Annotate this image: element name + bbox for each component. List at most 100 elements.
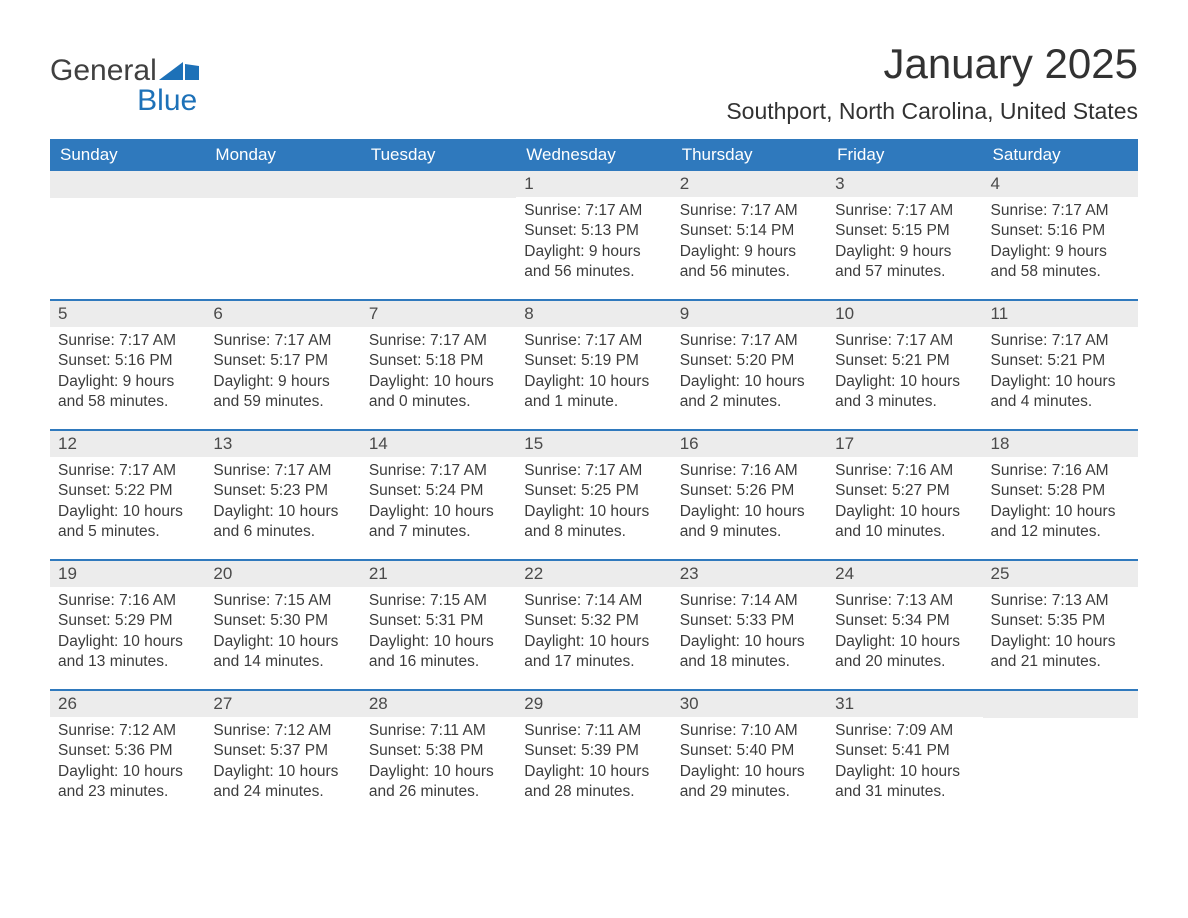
sunset-line: Sunset: 5:17 PM — [213, 351, 352, 371]
day-details: Sunrise: 7:17 AMSunset: 5:22 PMDaylight:… — [50, 457, 205, 551]
calendar-cell: 9Sunrise: 7:17 AMSunset: 5:20 PMDaylight… — [672, 301, 827, 429]
header: General Blue January 2025 Southport, Nor… — [50, 40, 1138, 125]
daylight-line: Daylight: 9 hours and 57 minutes. — [835, 242, 974, 283]
calendar-week: 5Sunrise: 7:17 AMSunset: 5:16 PMDaylight… — [50, 301, 1138, 429]
calendar-cell: 29Sunrise: 7:11 AMSunset: 5:39 PMDayligh… — [516, 691, 671, 819]
calendar-cell: 21Sunrise: 7:15 AMSunset: 5:31 PMDayligh… — [361, 561, 516, 689]
day-number: 5 — [50, 301, 205, 327]
empty-day — [983, 691, 1138, 718]
day-number: 14 — [361, 431, 516, 457]
sunrise-line: Sunrise: 7:17 AM — [369, 331, 508, 351]
calendar-cell: 17Sunrise: 7:16 AMSunset: 5:27 PMDayligh… — [827, 431, 982, 559]
sunset-line: Sunset: 5:14 PM — [680, 221, 819, 241]
sunset-line: Sunset: 5:19 PM — [524, 351, 663, 371]
day-number: 30 — [672, 691, 827, 717]
calendar-cell: 18Sunrise: 7:16 AMSunset: 5:28 PMDayligh… — [983, 431, 1138, 559]
weekday-header: Monday — [205, 139, 360, 171]
sunset-line: Sunset: 5:34 PM — [835, 611, 974, 631]
day-details: Sunrise: 7:11 AMSunset: 5:39 PMDaylight:… — [516, 717, 671, 811]
sunset-line: Sunset: 5:22 PM — [58, 481, 197, 501]
day-number: 2 — [672, 171, 827, 197]
day-number: 11 — [983, 301, 1138, 327]
sunrise-line: Sunrise: 7:13 AM — [991, 591, 1130, 611]
empty-day — [205, 171, 360, 198]
day-number: 9 — [672, 301, 827, 327]
sunrise-line: Sunrise: 7:11 AM — [369, 721, 508, 741]
day-details: Sunrise: 7:17 AMSunset: 5:23 PMDaylight:… — [205, 457, 360, 551]
day-number: 1 — [516, 171, 671, 197]
day-number: 23 — [672, 561, 827, 587]
day-details: Sunrise: 7:16 AMSunset: 5:29 PMDaylight:… — [50, 587, 205, 681]
day-number: 15 — [516, 431, 671, 457]
day-details: Sunrise: 7:13 AMSunset: 5:34 PMDaylight:… — [827, 587, 982, 681]
calendar-week: 1 Sunrise: 7:17 AM Sunset: 5:13 PM Daylight… — [50, 171, 1138, 299]
day-details: Sunrise: 7:17 AMSunset: 5:16 PMDaylight:… — [983, 197, 1138, 291]
page: General Blue January 2025 Southport, Nor… — [0, 0, 1188, 879]
sunset-line: Sunset: 5:41 PM — [835, 741, 974, 761]
empty-day — [50, 171, 205, 198]
calendar-cell: 2Sunrise: 7:17 AMSunset: 5:14 PMDaylight… — [672, 171, 827, 299]
daylight-line: Daylight: 10 hours and 8 minutes. — [524, 502, 663, 543]
calendar-week: 26Sunrise: 7:12 AMSunset: 5:36 PMDayligh… — [50, 691, 1138, 819]
day-details: Sunrise: 7:17 AMSunset: 5:18 PMDaylight:… — [361, 327, 516, 421]
sunrise-line: Sunrise: 7:17 AM — [991, 331, 1130, 351]
daylight-line: Daylight: 9 hours and 59 minutes. — [213, 372, 352, 413]
daylight-line: Daylight: 10 hours and 29 minutes. — [680, 762, 819, 803]
logo-flag-icon — [159, 58, 199, 80]
calendar-table: SundayMondayTuesdayWednesdayThursdayFrid… — [50, 139, 1138, 819]
daylight-line: Daylight: 10 hours and 21 minutes. — [991, 632, 1130, 673]
daylight-line: Daylight: 10 hours and 26 minutes. — [369, 762, 508, 803]
sunrise-line: Sunrise: 7:17 AM — [680, 331, 819, 351]
day-number: 26 — [50, 691, 205, 717]
day-number: 13 — [205, 431, 360, 457]
sunrise-line: Sunrise: 7:17 AM — [835, 331, 974, 351]
logo-word-general: General — [50, 54, 157, 87]
sunrise-line: Sunrise: 7:17 AM — [369, 461, 508, 481]
daylight-line: Daylight: 10 hours and 13 minutes. — [58, 632, 197, 673]
sunset-line: Sunset: 5:18 PM — [369, 351, 508, 371]
day-number: 25 — [983, 561, 1138, 587]
sunset-line: Sunset: 5:15 PM — [835, 221, 974, 241]
logo-word-blue: Blue — [50, 86, 197, 116]
calendar-body: 1 Sunrise: 7:17 AM Sunset: 5:13 PM Daylight… — [50, 171, 1138, 819]
sunset-line: Sunset: 5:13 PM — [524, 221, 663, 241]
daylight-line: Daylight: 10 hours and 5 minutes. — [58, 502, 197, 543]
calendar-cell: 13Sunrise: 7:17 AMSunset: 5:23 PMDayligh… — [205, 431, 360, 559]
day-number: 4 — [983, 171, 1138, 197]
calendar-cell: 6Sunrise: 7:17 AMSunset: 5:17 PMDaylight… — [205, 301, 360, 429]
day-number: 24 — [827, 561, 982, 587]
sunrise-line: Sunrise: 7:17 AM — [58, 331, 197, 351]
weekday-header: Tuesday — [361, 139, 516, 171]
day-details: Sunrise: 7:16 AMSunset: 5:27 PMDaylight:… — [827, 457, 982, 551]
calendar-cell: 10Sunrise: 7:17 AMSunset: 5:21 PMDayligh… — [827, 301, 982, 429]
sunrise-line: Sunrise: 7:13 AM — [835, 591, 974, 611]
day-details: Sunrise: 7:17 AMSunset: 5:20 PMDaylight:… — [672, 327, 827, 421]
calendar-cell: 31Sunrise: 7:09 AMSunset: 5:41 PMDayligh… — [827, 691, 982, 819]
calendar-cell — [50, 171, 205, 299]
day-details: Sunrise: 7:17 AMSunset: 5:24 PMDaylight:… — [361, 457, 516, 551]
sunset-line: Sunset: 5:31 PM — [369, 611, 508, 631]
sunrise-line: Sunrise: 7:17 AM — [213, 331, 352, 351]
sunrise-line: Sunrise: 7:16 AM — [58, 591, 197, 611]
daylight-line: Daylight: 10 hours and 7 minutes. — [369, 502, 508, 543]
weekday-header: Wednesday — [516, 139, 671, 171]
calendar-cell — [361, 171, 516, 299]
sunrise-line: Sunrise: 7:09 AM — [835, 721, 974, 741]
sunset-line: Sunset: 5:21 PM — [835, 351, 974, 371]
sunset-line: Sunset: 5:25 PM — [524, 481, 663, 501]
calendar-cell: 27Sunrise: 7:12 AMSunset: 5:37 PMDayligh… — [205, 691, 360, 819]
calendar-cell: 22Sunrise: 7:14 AMSunset: 5:32 PMDayligh… — [516, 561, 671, 689]
sunrise-line: Sunrise: 7:17 AM — [680, 201, 819, 221]
day-details: Sunrise: 7:16 AMSunset: 5:28 PMDaylight:… — [983, 457, 1138, 551]
sunset-line: Sunset: 5:33 PM — [680, 611, 819, 631]
sunset-line: Sunset: 5:40 PM — [680, 741, 819, 761]
day-details: Sunrise: 7:17 AMSunset: 5:14 PMDaylight:… — [672, 197, 827, 291]
day-number: 8 — [516, 301, 671, 327]
day-details: Sunrise: 7:17 AMSunset: 5:25 PMDaylight:… — [516, 457, 671, 551]
sunrise-line: Sunrise: 7:17 AM — [991, 201, 1130, 221]
day-details: Sunrise: 7:15 AMSunset: 5:31 PMDaylight:… — [361, 587, 516, 681]
sunrise-line: Sunrise: 7:17 AM — [835, 201, 974, 221]
calendar-cell: 16Sunrise: 7:16 AMSunset: 5:26 PMDayligh… — [672, 431, 827, 559]
daylight-line: Daylight: 10 hours and 23 minutes. — [58, 762, 197, 803]
daylight-line: Daylight: 9 hours and 58 minutes. — [991, 242, 1130, 283]
